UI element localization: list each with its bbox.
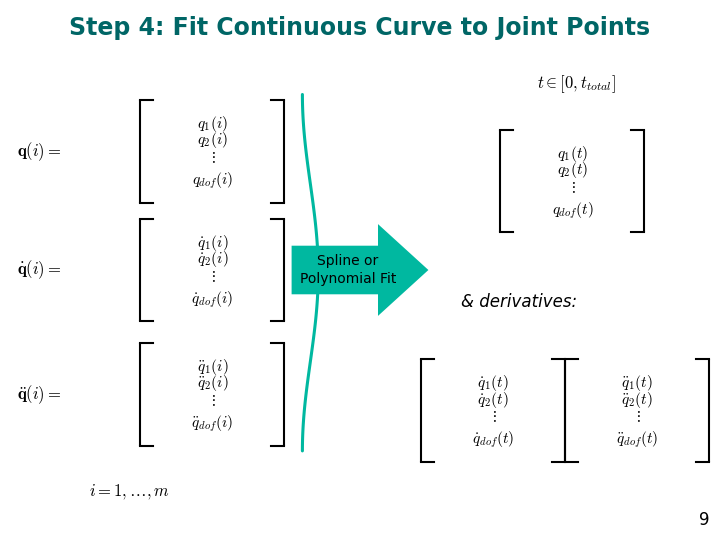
Text: $\vdots$: $\vdots$ xyxy=(209,269,216,284)
Text: $\dot{q}_1(i)$: $\dot{q}_1(i)$ xyxy=(197,233,228,253)
Text: $i = 1, \ldots, m$: $i = 1, \ldots, m$ xyxy=(89,482,170,501)
Text: Spline or
Polynomial Fit: Spline or Polynomial Fit xyxy=(300,254,396,286)
Text: $\mathbf{q}(i) =$: $\mathbf{q}(i) =$ xyxy=(17,140,61,163)
Text: $\vdots$: $\vdots$ xyxy=(490,409,497,424)
Text: Step 4: Fit Continuous Curve to Joint Points: Step 4: Fit Continuous Curve to Joint Po… xyxy=(69,16,651,40)
Text: $\ddot{q}_{dof}(i)$: $\ddot{q}_{dof}(i)$ xyxy=(192,414,233,434)
Text: $q_2(i)$: $q_2(i)$ xyxy=(197,130,228,151)
Text: $\vdots$: $\vdots$ xyxy=(209,150,216,165)
Text: $\vdots$: $\vdots$ xyxy=(209,393,216,408)
Text: $\vdots$: $\vdots$ xyxy=(634,409,641,424)
Text: $q_1(t)$: $q_1(t)$ xyxy=(557,144,588,164)
Text: $\ddot{\mathbf{q}}(i) =$: $\ddot{\mathbf{q}}(i) =$ xyxy=(17,383,61,406)
Text: $\dot{q}_2(t)$: $\dot{q}_2(t)$ xyxy=(477,389,509,410)
Text: $\dot{q}_{dof}(i)$: $\dot{q}_{dof}(i)$ xyxy=(192,289,233,310)
Text: $q_1(i)$: $q_1(i)$ xyxy=(197,114,228,134)
Text: $\dot{q}_{dof}(t)$: $\dot{q}_{dof}(t)$ xyxy=(472,430,514,450)
Text: $\ddot{q}_{dof}(t)$: $\ddot{q}_{dof}(t)$ xyxy=(616,430,658,450)
Text: $q_2(t)$: $q_2(t)$ xyxy=(557,160,588,180)
Text: $t \in [0, t_{total}]$: $t \in [0, t_{total}]$ xyxy=(536,73,616,94)
Text: $\dot{\mathbf{q}}(i) =$: $\dot{\mathbf{q}}(i) =$ xyxy=(17,259,61,281)
Text: $\ddot{q}_2(i)$: $\ddot{q}_2(i)$ xyxy=(197,373,228,394)
Text: $\dot{q}_1(t)$: $\dot{q}_1(t)$ xyxy=(477,373,509,394)
Text: $\ddot{q}_2(t)$: $\ddot{q}_2(t)$ xyxy=(621,389,653,410)
Text: $q_{dof}(i)$: $q_{dof}(i)$ xyxy=(192,171,233,191)
Text: $\dot{q}_2(i)$: $\dot{q}_2(i)$ xyxy=(197,249,228,269)
Text: $q_{dof}(t)$: $q_{dof}(t)$ xyxy=(552,200,593,221)
Text: $\vdots$: $\vdots$ xyxy=(569,180,576,195)
Text: & derivatives:: & derivatives: xyxy=(461,293,577,312)
Text: 9: 9 xyxy=(698,511,709,529)
Polygon shape xyxy=(292,224,428,316)
Text: $\ddot{q}_1(t)$: $\ddot{q}_1(t)$ xyxy=(621,373,653,394)
Text: $\ddot{q}_1(i)$: $\ddot{q}_1(i)$ xyxy=(197,357,228,377)
